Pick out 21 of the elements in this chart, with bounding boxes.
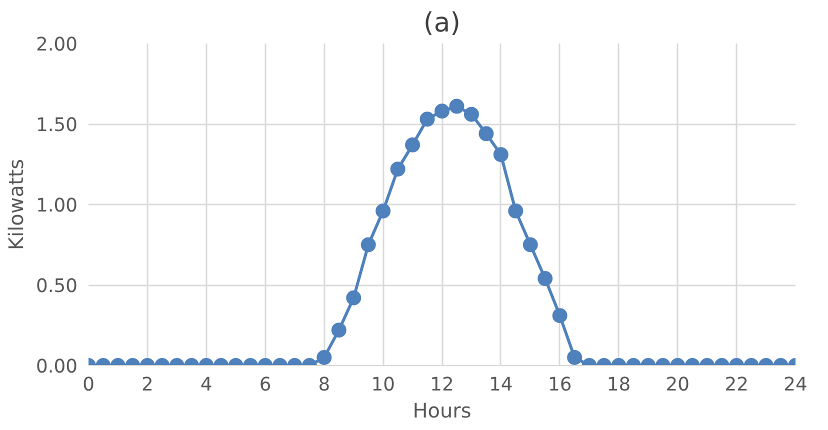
x-tick-label: 20 [666, 374, 690, 396]
x-tick-label: 6 [259, 374, 272, 396]
y-axis-title: Kilowatts [4, 158, 28, 250]
y-tick-label: 0.50 [36, 276, 78, 297]
x-tick-label: 22 [724, 374, 748, 396]
x-tick-label: 18 [606, 374, 631, 396]
x-axis-title: Hours [412, 398, 472, 422]
y-tick-label: 2.00 [36, 34, 78, 56]
chart-title: (a) [423, 8, 461, 38]
x-tick-label: 10 [371, 374, 395, 396]
x-tick-label: 16 [548, 374, 572, 396]
x-tick-label: 0 [82, 374, 94, 396]
x-tick-label: 4 [200, 374, 212, 396]
x-tick-label: 14 [489, 374, 513, 396]
x-tick-label: 2 [141, 374, 154, 396]
x-tick-label: 24 [784, 374, 808, 396]
y-tick-label: 0.00 [36, 356, 78, 378]
x-tick-label: 8 [318, 374, 330, 396]
y-tick-label: 1.50 [36, 115, 78, 136]
y-tick-label: 1.00 [36, 196, 78, 216]
x-tick-label: 12 [430, 374, 454, 396]
